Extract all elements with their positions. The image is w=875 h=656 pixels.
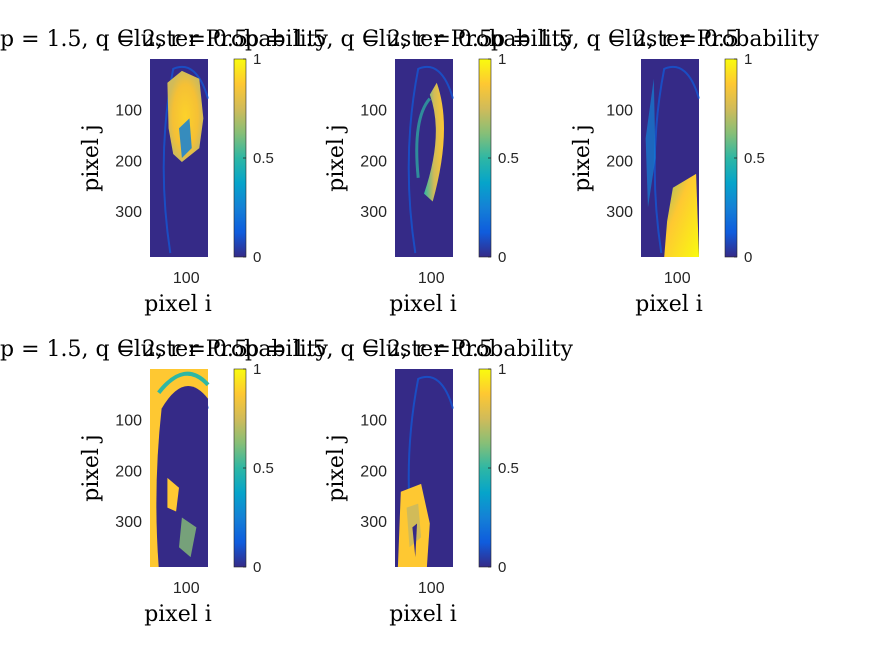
y-tick-label: 300 — [115, 514, 142, 531]
probability-region — [167, 70, 204, 162]
y-tick-label: 300 — [606, 204, 633, 221]
y-tick-label: 100 — [115, 102, 142, 119]
subplot-title-overlay: Cluster Probability — [608, 27, 819, 52]
y-tick-label: 200 — [360, 463, 387, 480]
head-outline — [407, 66, 454, 254]
colorbar-tick-label: 1 — [253, 51, 261, 68]
subplot-title: p = 1.5, q = 2, r = 0.5 — [245, 337, 493, 362]
x-axis-label: pixel i — [635, 292, 703, 317]
probability-region — [412, 523, 418, 558]
colorbar-tick-label: 0.5 — [253, 150, 274, 167]
x-tick-label: 100 — [173, 580, 200, 597]
y-axis-label: pixel j — [324, 124, 349, 191]
y-tick-label: 100 — [115, 412, 142, 429]
colorbar-tick-label: 0 — [744, 249, 752, 266]
subplot-title-overlay: Cluster Probability — [362, 337, 573, 362]
x-tick-label: 100 — [418, 270, 445, 287]
probability-region — [179, 118, 192, 158]
x-axis-label: pixel i — [389, 292, 457, 317]
colorbar-tick-label: 0.5 — [744, 150, 765, 167]
colorbar-tick-label: 0 — [253, 559, 261, 576]
subplot-title-overlay: Cluster Probability — [117, 337, 328, 362]
x-tick-label: 100 — [664, 270, 691, 287]
colorbar-tick-label: 0.5 — [498, 460, 519, 477]
subplot-title: p = 1.5, q = 2, r = 0.5 — [0, 27, 248, 52]
x-axis-label: pixel i — [144, 602, 212, 627]
y-axis-label: pixel j — [79, 124, 104, 191]
y-axis-label: pixel j — [570, 124, 595, 191]
x-tick-label: 100 — [173, 270, 200, 287]
subplot-title: p = 1.5, q = 2, r = 0.5 — [245, 27, 493, 52]
head-outline — [653, 66, 700, 254]
y-tick-label: 300 — [360, 204, 387, 221]
colorbar-tick-label: 1 — [498, 361, 506, 378]
y-tick-label: 200 — [360, 153, 387, 170]
y-tick-label: 200 — [606, 153, 633, 170]
y-tick-label: 200 — [115, 153, 142, 170]
colorbar-tick-label: 0.5 — [498, 150, 519, 167]
y-tick-label: 100 — [360, 102, 387, 119]
x-axis-label: pixel i — [389, 602, 457, 627]
probability-region — [406, 503, 422, 548]
y-tick-label: 200 — [115, 463, 142, 480]
heatmap-image — [395, 59, 453, 257]
probability-region — [664, 173, 699, 257]
colorbar-tick-label: 1 — [253, 361, 261, 378]
colorbar-tick-label: 1 — [744, 51, 752, 68]
subplot-title: p = 1.5, q = 2, r = 0.5 — [0, 337, 248, 362]
colorbar-tick-label: 0 — [498, 559, 506, 576]
probability-region — [179, 517, 197, 558]
probability-region — [645, 78, 656, 208]
probability-region — [157, 371, 210, 394]
probability-region — [156, 385, 208, 567]
y-tick-label: 300 — [115, 204, 142, 221]
y-tick-label: 300 — [360, 514, 387, 531]
x-axis-label: pixel i — [144, 292, 212, 317]
probability-region — [415, 97, 431, 178]
probability-region — [424, 82, 444, 202]
y-tick-label: 100 — [606, 102, 633, 119]
y-axis-label: pixel j — [79, 434, 104, 501]
subplot-title-overlay: Cluster Probability — [362, 27, 573, 52]
x-tick-label: 100 — [418, 580, 445, 597]
subplot-title-overlay: Cluster Probability — [117, 27, 328, 52]
colorbar-tick-label: 0.5 — [253, 460, 274, 477]
y-axis-label: pixel j — [324, 434, 349, 501]
y-tick-label: 100 — [360, 412, 387, 429]
colorbar-tick-label: 0 — [253, 249, 261, 266]
probability-region — [167, 477, 179, 512]
subplot-title: p = 1.5, q = 2, r = 0.5 — [491, 27, 739, 52]
colorbar-tick-label: 1 — [498, 51, 506, 68]
colorbar-tick-label: 0 — [498, 249, 506, 266]
